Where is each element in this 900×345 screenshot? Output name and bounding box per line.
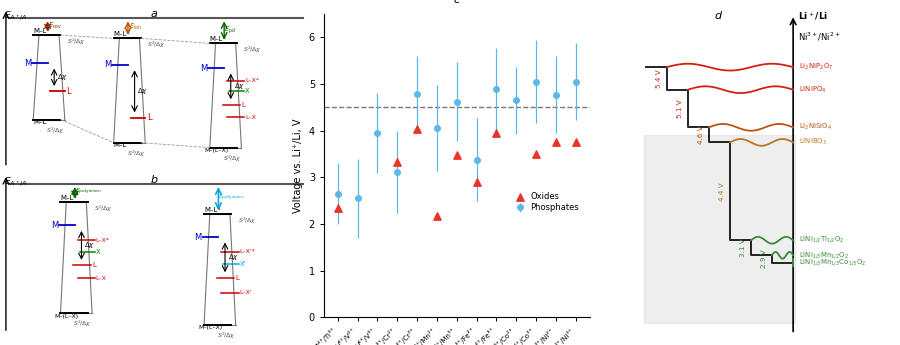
Text: $E_{\rm polyanion}$: $E_{\rm polyanion}$ [219, 193, 246, 203]
Text: L: L [147, 114, 151, 122]
Text: $\Delta\chi$: $\Delta\chi$ [138, 86, 148, 96]
Text: M: M [23, 59, 31, 68]
Text: $S^2\!/\Delta\chi$: $S^2\!/\Delta\chi$ [217, 331, 236, 341]
Text: M: M [104, 60, 112, 69]
Y-axis label: Voltage vs. Li⁺/Li, V: Voltage vs. Li⁺/Li, V [293, 118, 303, 213]
Text: $S^2\!/\Delta\chi$: $S^2\!/\Delta\chi$ [243, 45, 262, 55]
Oxides [450, 152, 464, 158]
Text: $\Delta\chi$: $\Delta\chi$ [57, 72, 68, 82]
Text: M–L: M–L [33, 119, 47, 125]
Text: M–L*: M–L* [113, 31, 130, 37]
Oxides [569, 139, 583, 145]
Oxides [490, 130, 504, 136]
Oxides [529, 151, 544, 157]
Text: M–(L–X): M–(L–X) [55, 314, 79, 319]
Text: $S^2\!/\Delta\chi$: $S^2\!/\Delta\chi$ [74, 319, 92, 329]
Text: $E_{A^+\!/A}$: $E_{A^+\!/A}$ [4, 175, 28, 188]
Text: M–L*: M–L* [60, 195, 77, 201]
Text: M–(L–X): M–(L–X) [198, 325, 222, 331]
Text: $E_{\rm pol}$: $E_{\rm pol}$ [224, 24, 237, 36]
Text: M–L*: M–L* [210, 36, 227, 42]
Text: Ni$^{3+}$/Ni$^{2+}$: Ni$^{3+}$/Ni$^{2+}$ [797, 31, 840, 43]
Oxides [390, 159, 404, 165]
Text: $S^2\!/\Delta\chi$: $S^2\!/\Delta\chi$ [67, 37, 86, 47]
Oxides [330, 205, 345, 210]
Text: $S^2\!/\Delta\chi$: $S^2\!/\Delta\chi$ [127, 148, 145, 159]
Text: Li$_2$NiSiO$_4$: Li$_2$NiSiO$_4$ [799, 122, 833, 132]
Text: b: b [150, 175, 158, 185]
Text: $S^2\!/\Delta\chi$: $S^2\!/\Delta\chi$ [148, 40, 166, 50]
Text: c: c [454, 0, 460, 5]
Text: L: L [241, 102, 246, 108]
Text: M–L*: M–L* [33, 28, 50, 34]
Text: X: X [95, 249, 100, 255]
Text: L–X*: L–X* [95, 238, 110, 243]
Oxides [429, 213, 444, 218]
Text: M–L*: M–L* [204, 207, 220, 213]
Text: L–X*: L–X* [245, 78, 259, 83]
Oxides [410, 126, 424, 132]
Text: LiNi$_{1/3}$Mn$_{1/3}$Co$_{1/3}$O$_2$: LiNi$_{1/3}$Mn$_{1/3}$Co$_{1/3}$O$_2$ [799, 258, 867, 268]
Text: 3.1 V: 3.1 V [740, 238, 746, 257]
Text: 5.4 V: 5.4 V [655, 69, 661, 88]
Text: L–X: L–X [95, 276, 107, 281]
Oxides [549, 139, 563, 145]
Text: $E_{\rm cov}$: $E_{\rm cov}$ [49, 20, 63, 31]
Oxides [470, 179, 484, 185]
Text: M: M [201, 64, 208, 73]
Text: $S^2\!/\Delta\chi$: $S^2\!/\Delta\chi$ [222, 154, 241, 164]
Text: L–X'*: L–X'* [239, 249, 256, 255]
Text: $E_{A^+\!/A}$: $E_{A^+\!/A}$ [4, 9, 28, 22]
Text: L–X: L–X [245, 115, 256, 119]
Text: 2.9 V: 2.9 V [760, 250, 767, 268]
Text: d: d [715, 11, 721, 21]
Text: $\Delta\chi$: $\Delta\chi$ [234, 81, 245, 91]
Text: L: L [236, 275, 239, 280]
Text: 4.6 V: 4.6 V [698, 126, 704, 144]
Text: M–L: M–L [113, 142, 127, 148]
Text: LiNiBO$_3$: LiNiBO$_3$ [799, 137, 827, 148]
Text: 5.1 V: 5.1 V [677, 99, 682, 118]
Text: $S^2\!/\Delta\chi$: $S^2\!/\Delta\chi$ [94, 204, 112, 214]
Text: L–X': L–X' [239, 290, 252, 295]
Text: M: M [194, 233, 202, 241]
Text: X': X' [239, 262, 246, 267]
Text: M–(L–X): M–(L–X) [204, 148, 229, 153]
Text: X: X [245, 88, 249, 94]
Text: $\Delta\chi$: $\Delta\chi$ [228, 253, 239, 262]
Text: LiNi$_{1/3}$Mn$_{1/2}$O$_2$: LiNi$_{1/3}$Mn$_{1/2}$O$_2$ [799, 250, 849, 260]
Bar [644, 135, 795, 323]
Legend: Oxides, Phosphates: Oxides, Phosphates [508, 188, 582, 216]
Text: M: M [51, 221, 59, 230]
Text: $E_{\rm polyanion}$: $E_{\rm polyanion}$ [75, 187, 102, 197]
Text: L: L [67, 87, 71, 96]
Text: L: L [92, 262, 96, 268]
Text: $S^2\!/\Delta\chi$: $S^2\!/\Delta\chi$ [46, 125, 65, 136]
Text: 4.4 V: 4.4 V [719, 182, 724, 201]
Text: Li$_2$NiP$_2$O$_7$: Li$_2$NiP$_2$O$_7$ [799, 62, 833, 72]
Text: LiNiPO$_4$: LiNiPO$_4$ [799, 85, 826, 95]
Text: LiNi$_{1/2}$Ti$_{1/2}$O$_2$: LiNi$_{1/2}$Ti$_{1/2}$O$_2$ [799, 235, 844, 246]
Text: Li$^+$/Li: Li$^+$/Li [797, 11, 828, 22]
Text: a: a [150, 9, 158, 19]
Text: $S^2\!/\Delta\chi$: $S^2\!/\Delta\chi$ [238, 215, 256, 226]
Text: $E_{\rm ion}$: $E_{\rm ion}$ [130, 22, 142, 32]
Text: $\Delta\chi$: $\Delta\chi$ [85, 240, 95, 250]
